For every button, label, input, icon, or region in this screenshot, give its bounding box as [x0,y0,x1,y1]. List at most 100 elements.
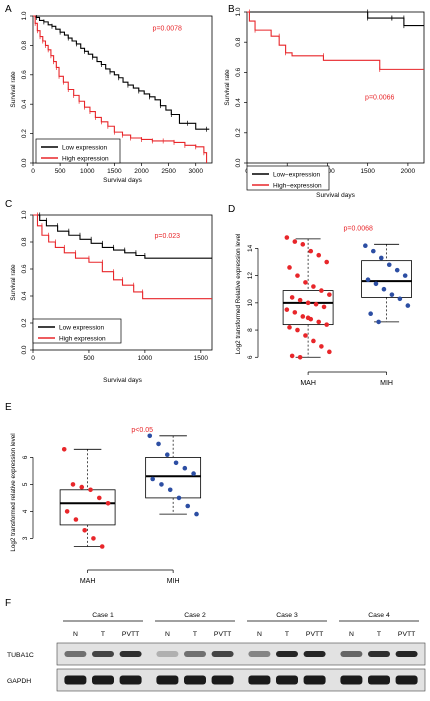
plot-frame [32,15,213,164]
y-axis-label: Survival rate [10,71,17,108]
blot-band [64,651,87,657]
data-point [150,476,155,482]
data-point [99,544,105,549]
data-point [303,280,308,285]
blot-band [276,651,298,657]
data-point [289,295,295,300]
box-iqr [282,290,334,326]
plot-frame [246,11,425,164]
y-tick-label: 0.0 [235,158,242,167]
y-tick-label: 0.4 [21,99,28,108]
legend-label: Low expression [59,325,105,332]
data-point [292,310,298,315]
blot-band [211,651,234,657]
data-point [88,487,93,493]
y-tick-label: 12 [247,272,254,280]
y-axis-label: Survival rate [10,264,17,301]
x-axis-label: Survival days [316,192,355,199]
survival-line-high [247,11,424,70]
y-tick-label: 6 [247,355,254,359]
x-tick-label: 500 [84,355,95,362]
y-tick-label: 0.8 [21,41,28,50]
lane-label: PVTT [122,631,139,638]
data-point [305,315,311,321]
p-value: p=0.0078 [153,26,182,33]
p-value: p<0.05 [131,427,153,434]
data-point [91,536,96,541]
blot-band [276,675,298,685]
box-iqr [145,456,202,499]
lane-label: T [285,631,289,638]
data-point [373,281,379,287]
data-point [194,511,199,517]
x-tick-label: 2000 [401,168,416,175]
lane-label: N [257,631,262,638]
x-tick-label: 1500 [360,168,375,175]
blot-membrane [56,668,426,692]
data-point [295,273,300,278]
boxplot-d: 6 8 10 12 14 Log2 transformed Relative expres… [235,226,412,387]
panel-label-a: A [5,4,12,15]
data-point [305,300,311,306]
y-tick-label: 0.2 [21,129,28,138]
y-tick-label: 4 [22,509,29,513]
data-point [185,503,191,509]
data-point [363,243,368,248]
lane-label: PVTT [306,631,323,638]
y-tick-label: 5 [22,482,29,486]
blot-band [184,651,206,657]
data-point [173,460,179,466]
legend-box [32,318,122,344]
data-point [164,452,170,458]
data-point [313,301,319,307]
data-point [327,349,332,355]
data-point [295,327,300,333]
case-label: Case 3 [276,612,298,619]
x-tick-label: 0 [31,168,35,175]
panel-label-b: B [228,4,235,15]
data-point [284,307,290,312]
blot-band [368,675,390,685]
data-point [381,286,387,292]
data-point [287,265,292,270]
blot-band [184,675,206,685]
y-tick-label: 0.4 [235,98,242,107]
case-label: Case 1 [92,612,114,619]
data-point [389,292,395,297]
y-tick-label: 1.0 [21,210,28,219]
y-tick-label: 0.6 [21,264,28,273]
x-tick-label: 1000 [138,355,153,362]
x-tick-label: 1000 [80,168,95,175]
lane-label: N [349,631,354,638]
y-axis-label: Survival rate [224,69,231,106]
survival-line-low [33,214,212,259]
blot-band [368,651,390,657]
y-tick-label: 1.0 [21,11,28,20]
data-point [308,248,314,254]
data-point [297,354,303,360]
blot-band [92,651,114,657]
data-point [156,441,161,447]
x-axis-label: Survival days [103,177,142,184]
x-tick-label: MAH [300,380,316,387]
data-point [96,495,102,501]
y-tick-label: 6 [22,455,29,459]
blot-band [92,675,114,685]
lane-label: PVTT [214,631,231,638]
data-point [191,471,196,476]
data-point [82,528,87,533]
data-point [316,319,322,325]
data-point [397,296,403,302]
x-tick-label: 500 [55,168,66,175]
survival-line-low [247,11,424,27]
p-value: p=0.0068 [343,226,372,233]
blot-band [340,675,363,685]
data-point [297,297,303,303]
data-point [376,319,381,325]
blot-row-label: GAPDH [7,678,31,685]
blot-band [303,675,326,685]
legend-label: Low expression [62,145,108,152]
legend-box [35,138,121,164]
data-point [73,517,79,522]
